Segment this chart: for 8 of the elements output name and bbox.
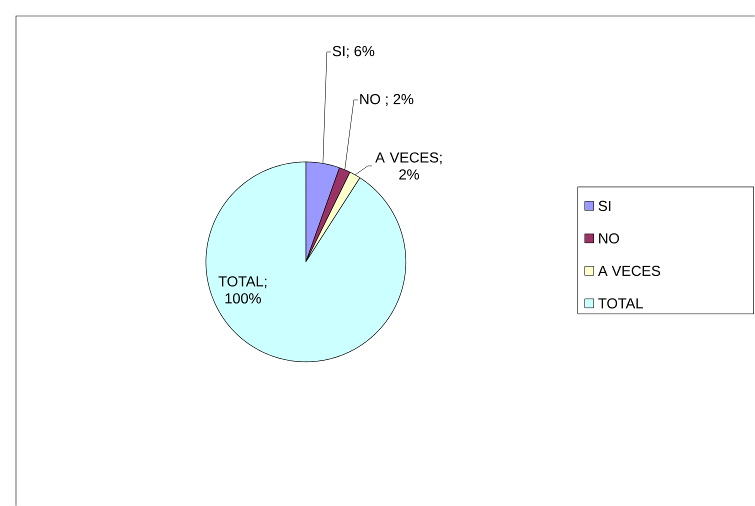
legend-label: TOTAL <box>598 298 643 308</box>
legend-label: SI <box>598 200 610 211</box>
data-label: TOTAL; 100% <box>218 276 266 304</box>
data-label: NO ; 2% <box>360 94 414 106</box>
legend-label: NO <box>599 233 620 244</box>
legend-label: A VECES <box>598 266 660 276</box>
data-label: A VECES; 2% <box>375 152 442 180</box>
data-label: SI; 6% <box>332 46 374 58</box>
